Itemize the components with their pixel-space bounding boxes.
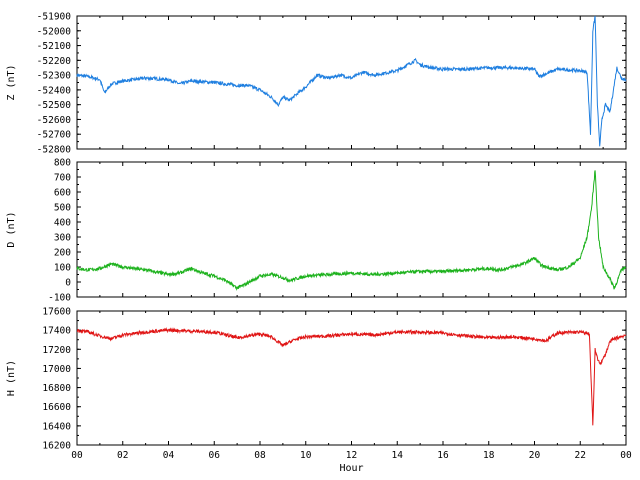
y-tick-label: -52500 <box>37 100 72 111</box>
y-tick-label: 200 <box>54 248 71 259</box>
y-tick-label: 17000 <box>42 364 71 375</box>
panel-0: -51900 -52000 -52100 -52200 -52300 -52400 -525… <box>6 12 627 156</box>
y-tick-label: -52200 <box>37 56 72 67</box>
x-tick-label: 10 <box>300 450 312 461</box>
x-tick-label: 22 <box>575 450 586 461</box>
y-tick-label: 17600 <box>42 307 71 318</box>
y-tick-label: -52100 <box>37 41 72 52</box>
x-axis-label: Hour <box>339 463 363 474</box>
y-tick-label: 500 <box>54 203 71 214</box>
chart-panels: -51900 -52000 -52100 -52200 -52300 -52400 -525… <box>6 12 632 475</box>
y-axis-label: H (nT) <box>6 360 17 396</box>
x-tick-label: 20 <box>529 450 541 461</box>
y-tick-label: -52700 <box>37 130 72 141</box>
y-tick-label: 400 <box>54 218 71 229</box>
y-tick-label: -52400 <box>37 85 72 96</box>
x-tick-label: 16 <box>437 450 449 461</box>
y-tick-label: 16200 <box>42 441 71 452</box>
x-tick-label: 04 <box>163 450 175 461</box>
y-tick-label: 600 <box>54 188 71 199</box>
x-tick-label: 06 <box>209 450 221 461</box>
y-tick-label: -51900 <box>37 12 72 23</box>
panel-2: 1760017400172001700016800166001640016200… <box>6 307 632 475</box>
x-tick-label: 00 <box>71 450 83 461</box>
y-tick-label: 700 <box>54 173 71 184</box>
y-axis-label: Z (nT) <box>6 64 17 100</box>
x-tick-label: 14 <box>392 450 404 461</box>
series-line <box>76 170 627 291</box>
panel-frame <box>76 15 627 150</box>
y-axis-label: D (nT) <box>6 211 17 247</box>
y-tick-label: -52300 <box>37 71 72 82</box>
x-tick-label: 12 <box>346 450 357 461</box>
x-tick-label: 02 <box>117 450 128 461</box>
x-tick-label: 08 <box>254 450 266 461</box>
y-tick-label: 100 <box>54 263 71 274</box>
y-tick-label: 16800 <box>42 383 71 394</box>
x-tick-label: 00 <box>620 450 632 461</box>
x-tick-label: 18 <box>483 450 495 461</box>
y-tick-label: 0 <box>65 278 71 289</box>
y-tick-label: -52000 <box>37 26 72 37</box>
panel-1: 800 700 600 500 400 300 200 100 0 -100 D (nT) <box>6 158 627 304</box>
y-tick-label: 800 <box>54 158 71 169</box>
panel-frame <box>76 161 627 298</box>
y-tick-label: -52600 <box>37 115 72 126</box>
y-tick-label: -100 <box>48 293 71 304</box>
y-tick-label: 16600 <box>42 402 71 413</box>
y-tick-label: 17200 <box>42 345 71 356</box>
series-line <box>76 15 627 147</box>
series-line <box>76 327 627 426</box>
y-tick-label: 16400 <box>42 421 71 432</box>
y-tick-label: 300 <box>54 233 71 244</box>
y-tick-label: 17400 <box>42 326 71 337</box>
y-tick-label: -52800 <box>37 145 72 156</box>
